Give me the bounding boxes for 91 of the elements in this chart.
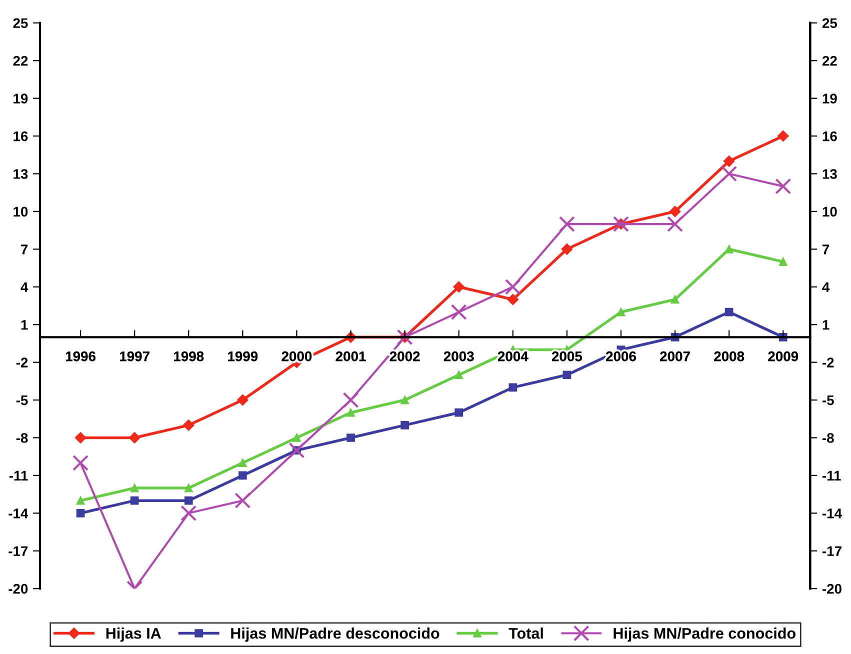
point — [184, 496, 193, 505]
point — [400, 421, 409, 430]
x-tick-label: 1996 — [66, 351, 96, 362]
y-tick-label: 16 — [14, 131, 28, 142]
y-tick-label: -14 — [8, 508, 28, 518]
point — [74, 432, 86, 444]
x-tick-label: 2006 — [606, 351, 636, 362]
point — [342, 392, 359, 408]
point — [234, 492, 251, 509]
point — [723, 156, 735, 167]
y-tick-label: 13 — [14, 169, 28, 179]
x-tick-label: 1998 — [174, 351, 204, 362]
point — [184, 484, 193, 492]
y2-tick-label: 7 — [822, 244, 830, 254]
x-tick-label: 2004 — [498, 351, 528, 362]
x-tick-label: 1999 — [228, 351, 258, 362]
point — [504, 278, 521, 295]
point — [670, 295, 680, 304]
y-tick-label: -5 — [16, 396, 28, 406]
point — [507, 294, 519, 306]
x-tick-label: 2009 — [768, 351, 798, 362]
x-tick-label: 1997 — [120, 351, 150, 362]
point — [508, 383, 518, 392]
point — [288, 442, 305, 458]
y-tick-label: 1 — [21, 320, 28, 330]
y2-tick-label: 25 — [822, 18, 838, 28]
y2-tick-label: -20 — [822, 584, 842, 594]
legend-label: Total — [508, 628, 543, 639]
y-tick-label: 19 — [14, 94, 28, 104]
point — [400, 396, 409, 404]
y2-tick-label: 22 — [822, 56, 837, 66]
point — [238, 471, 247, 480]
y2-tick-label: 1 — [822, 320, 830, 330]
y-tick-label: -8 — [16, 433, 28, 443]
y2-tick-label: -14 — [822, 508, 842, 518]
y-tick-label: 25 — [13, 18, 28, 28]
point — [346, 408, 355, 417]
point — [775, 178, 792, 194]
y2-tick-label: 19 — [822, 94, 837, 104]
point — [130, 484, 139, 492]
point — [453, 281, 464, 292]
y-tick-label: 7 — [21, 244, 28, 254]
x-tick-label: 2002 — [390, 351, 420, 362]
point — [76, 496, 85, 505]
y-tick-label: -2 — [16, 358, 28, 368]
x-tick-label: 2005 — [552, 351, 582, 362]
point — [346, 434, 355, 442]
point — [130, 496, 139, 505]
y-tick-label: -11 — [9, 470, 28, 480]
y2-tick-label: -11 — [822, 470, 841, 480]
point — [558, 216, 575, 232]
point — [238, 458, 247, 468]
y-tick-label: 22 — [13, 56, 28, 66]
point — [128, 432, 140, 444]
point — [667, 216, 684, 232]
point — [669, 206, 681, 218]
point — [450, 304, 467, 320]
point — [724, 308, 734, 316]
y2-tick-label: -5 — [822, 396, 834, 406]
point — [561, 244, 573, 255]
x-tick-label: 2001 — [336, 351, 366, 362]
point — [454, 370, 464, 380]
legend-label: Hijas IA — [106, 628, 161, 642]
point — [562, 370, 572, 380]
point — [237, 394, 248, 406]
y2-tick-label: -2 — [822, 358, 834, 368]
point — [180, 505, 197, 522]
point — [778, 258, 788, 266]
y-tick-label: 4 — [20, 282, 28, 292]
legend-label: Hijas MN/Padre desconocido — [231, 628, 440, 642]
y2-tick-label: 13 — [822, 169, 837, 179]
point — [292, 434, 301, 442]
point — [454, 408, 464, 417]
legend-label: Hijas MN/Padre conocido — [614, 628, 796, 642]
y2-tick-label: 16 — [822, 131, 837, 142]
point — [183, 420, 194, 431]
x-tick-label: 2007 — [660, 351, 690, 362]
y2-tick-label: -17 — [822, 546, 842, 556]
point — [616, 308, 626, 316]
x-tick-label: 2008 — [714, 351, 744, 362]
point — [721, 166, 738, 182]
point — [778, 130, 789, 142]
x-tick-label: 2003 — [444, 351, 474, 362]
y2-tick-label: 10 — [822, 206, 837, 217]
y-tick-label: 10 — [14, 206, 28, 217]
y-tick-label: -17 — [8, 546, 28, 556]
y2-tick-label: -8 — [822, 433, 834, 443]
y-tick-label: -20 — [8, 584, 28, 594]
point — [76, 509, 85, 518]
point — [72, 454, 89, 471]
y2-tick-label: 4 — [822, 282, 830, 292]
